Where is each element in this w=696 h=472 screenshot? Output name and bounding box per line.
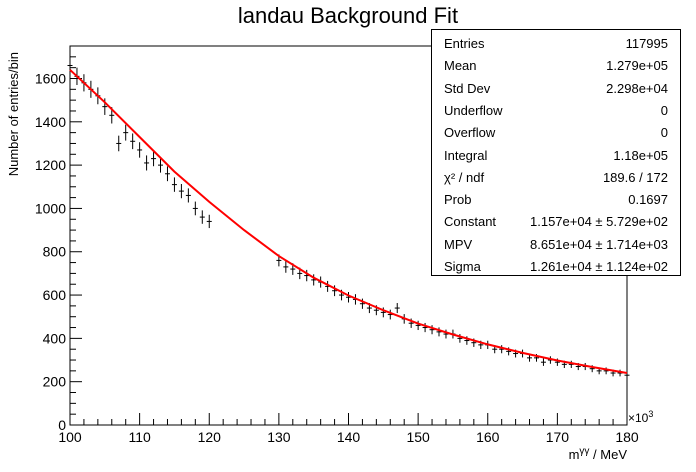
x-tick-label: 170 [546, 429, 570, 445]
y-tick-label: 600 [43, 287, 67, 303]
stats-label: Prob [444, 192, 472, 208]
y-tick-label: 1400 [35, 114, 66, 130]
data-point [158, 157, 164, 173]
x-axis-label: mγγ / MeV [569, 446, 628, 462]
data-point [67, 56, 73, 75]
x-tick-label: 110 [128, 429, 151, 445]
fit-curve [69, 69, 628, 374]
chart-title: landau Background Fit [237, 3, 459, 28]
data-point [123, 124, 129, 141]
stats-value: 1.279e+05 [606, 58, 668, 74]
stats-label: Sigma [444, 259, 481, 274]
stats-value: 189.6 / 172 [602, 169, 668, 185]
stats-label: Overflow [444, 125, 496, 141]
y-tick-label: 200 [43, 374, 67, 390]
y-tick-label: 1200 [35, 157, 66, 173]
stats-value: 0.1697 [628, 192, 668, 208]
stats-box: Entries 117995 Mean 1.279e+05 Std Dev 2.298e+… [431, 29, 681, 276]
axes: 100 110 120 130 140 150 160 170 180 0 200 400 600 800… [35, 45, 639, 445]
data-point [130, 133, 136, 150]
stats-label: χ² / ndf [444, 169, 485, 185]
data-point [380, 307, 386, 318]
stats-label: Underflow [444, 102, 503, 118]
data-point [540, 358, 546, 366]
stats-row: MPV 8.651e+04 ± 1.714e+03 [432, 233, 680, 255]
data-point [415, 320, 421, 331]
stats-row: Integral 1.18e+05 [432, 144, 680, 166]
data-point [394, 303, 400, 314]
y-tick-label: 400 [43, 330, 67, 346]
stats-row: Entries 117995 [432, 32, 680, 54]
data-point [116, 135, 122, 152]
data-point [283, 261, 289, 273]
stats-label: Mean [444, 58, 477, 74]
stats-row: Constant 1.157e+04 ± 5.729e+02 [432, 210, 680, 232]
data-point [137, 142, 143, 158]
data-point [164, 166, 170, 182]
data-point [144, 155, 150, 171]
x-tick-label: 180 [615, 429, 639, 445]
data-point [311, 274, 317, 286]
x-tick-label: 150 [406, 429, 430, 445]
data-point [199, 210, 205, 224]
stats-row: Underflow 0 [432, 99, 680, 121]
x-tick-label: 100 [58, 429, 82, 445]
stats-row: Sigma 1.261e+04 ± 1.124e+02 [432, 255, 680, 277]
stats-value: 2.298e+04 [606, 80, 668, 96]
x-tick-label: 140 [337, 429, 361, 445]
data-point [192, 201, 198, 216]
stats-label: Entries [444, 36, 485, 51]
stats-value: 0 [660, 102, 668, 118]
stats-label: MPV [444, 236, 473, 252]
stats-value: 1.18e+05 [613, 147, 668, 163]
data-point [422, 322, 428, 333]
data-point [185, 188, 191, 203]
data-point [206, 214, 212, 229]
stats-row: Std Dev 2.298e+04 [432, 77, 680, 99]
stats-label: Integral [444, 147, 488, 163]
y-axis-label: Number of entries/bin [6, 52, 21, 176]
y-tick-label: 1600 [35, 70, 66, 86]
x-tick-label: 160 [476, 429, 500, 445]
data-point [171, 177, 177, 192]
x-tick-label: 130 [267, 429, 291, 445]
data-point [178, 183, 184, 199]
stats-label: Constant [444, 214, 497, 230]
y-tick-label: 0 [58, 417, 66, 433]
x-tick-label: 120 [198, 429, 222, 445]
y-tick-label: 800 [43, 244, 67, 260]
data-point [151, 151, 157, 167]
data-point [443, 329, 449, 339]
stats-value: 1.157e+04 ± 5.729e+02 [530, 214, 668, 230]
stats-value: 117995 [625, 36, 668, 51]
stats-row: Prob 0.1697 [432, 188, 680, 210]
data-point [436, 327, 442, 337]
stats-row: χ² / ndf 189.6 / 172 [432, 166, 680, 188]
data-point [332, 285, 338, 297]
data-point [429, 325, 435, 335]
stats-row: Overflow 0 [432, 121, 680, 143]
stats-value: 0 [660, 125, 668, 141]
y-tick-label: 1000 [35, 200, 66, 216]
stats-value: 1.261e+04 ± 1.124e+02 [530, 259, 668, 274]
stats-label: Std Dev [444, 80, 491, 96]
stats-row: Mean 1.279e+05 [432, 54, 680, 76]
stats-value: 8.651e+04 ± 1.714e+03 [530, 236, 668, 252]
x-axis-multiplier: ×103 [628, 409, 653, 425]
